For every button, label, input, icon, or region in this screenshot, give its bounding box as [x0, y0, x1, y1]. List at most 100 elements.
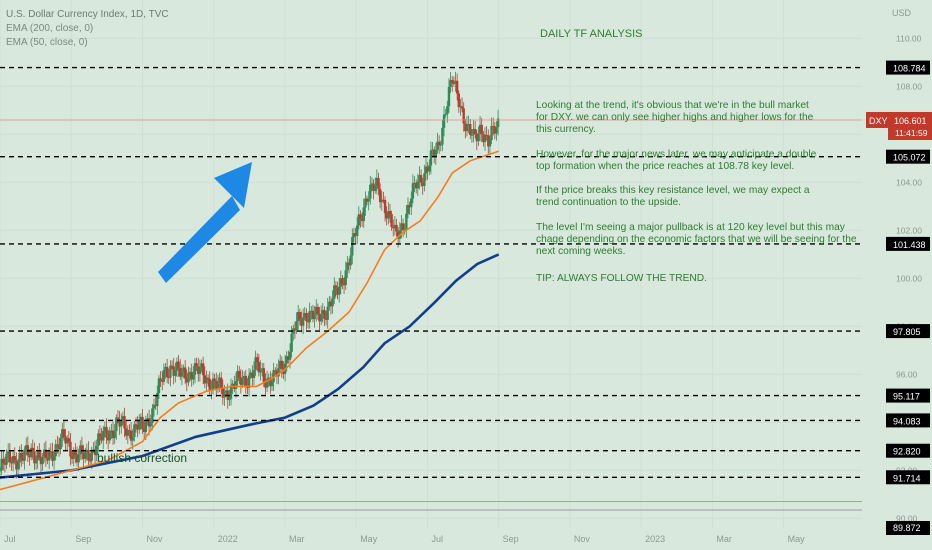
- candle-body: [216, 383, 220, 389]
- candle-body: [293, 328, 297, 331]
- candle-body: [92, 449, 95, 451]
- time-tick-label: Sep: [503, 534, 519, 544]
- candle-body: [110, 430, 113, 432]
- candle-body: [141, 416, 144, 429]
- candle-body: [44, 449, 48, 459]
- candle-body: [337, 286, 341, 295]
- candle-body: [0, 458, 3, 471]
- candle-body: [174, 370, 177, 376]
- candle-body: [154, 404, 157, 407]
- candle-body: [490, 125, 493, 141]
- candle-body: [97, 433, 100, 446]
- candle-body: [188, 371, 192, 373]
- candle-body: [80, 445, 84, 453]
- ema50-legend[interactable]: EMA (50, close, 0): [6, 37, 88, 48]
- candle-body: [62, 429, 66, 437]
- currency-label: USD: [892, 8, 912, 18]
- analysis-paragraph-line: this currency.: [536, 124, 596, 135]
- candle-body: [175, 361, 179, 371]
- candle-body: [192, 374, 195, 380]
- candles: [0, 71, 500, 480]
- candle-body: [111, 430, 115, 439]
- candle-body: [413, 182, 416, 184]
- candle-body: [306, 321, 310, 323]
- analysis-paragraph-line: If the price breaks this key resistance …: [536, 185, 810, 196]
- candle-body: [33, 451, 36, 464]
- candle-body: [301, 317, 305, 326]
- candle-body: [370, 183, 374, 185]
- candle-body: [57, 445, 61, 450]
- candle-body: [264, 381, 267, 388]
- candle-body: [329, 301, 333, 307]
- price-axis-bg: [862, 0, 932, 550]
- candle-body: [267, 377, 270, 379]
- candle-body: [431, 149, 434, 151]
- level-label: 89.872: [893, 523, 921, 533]
- candle-body: [403, 229, 406, 231]
- time-tick-label: Nov: [146, 534, 163, 544]
- candle-body: [197, 366, 200, 374]
- candle-body: [359, 214, 362, 219]
- candle-body: [70, 456, 74, 459]
- candle-body: [16, 462, 20, 470]
- candle-body: [369, 184, 372, 199]
- candle-body: [208, 378, 211, 391]
- candle-body: [28, 455, 31, 458]
- candle-body: [126, 430, 130, 436]
- candle-body: [424, 166, 428, 174]
- candle-body: [177, 361, 180, 369]
- candle-body: [406, 204, 410, 214]
- candle-body: [229, 385, 233, 399]
- candle-body: [161, 380, 164, 382]
- candle-body: [344, 270, 347, 286]
- candle-body: [115, 417, 118, 432]
- price-axis: USD90.0092.0094.0096.0098.00100.00102.00…: [862, 0, 932, 550]
- ema200-legend[interactable]: EMA (200, close, 0): [6, 23, 94, 34]
- candle-body: [187, 372, 190, 383]
- candle-body: [351, 237, 354, 256]
- candle-body: [169, 365, 172, 378]
- candle-body: [333, 285, 336, 299]
- moving-averages: [0, 150, 500, 491]
- symbol-legend[interactable]: U.S. Dollar Currency Index, 1D, TVC: [6, 9, 169, 20]
- candle-body: [473, 128, 477, 134]
- level-label-bg: [886, 521, 930, 535]
- candle-body: [165, 366, 169, 378]
- candle-body: [10, 462, 13, 464]
- candle-body: [49, 451, 52, 453]
- candle-body: [262, 368, 266, 382]
- candle-body: [251, 372, 254, 378]
- candle-body: [465, 124, 469, 132]
- candle-body: [439, 144, 442, 146]
- candle-body: [41, 456, 44, 465]
- candle-body: [459, 106, 462, 108]
- candle-body: [392, 227, 395, 229]
- candle-body: [390, 214, 393, 228]
- candle-body: [95, 445, 98, 456]
- candle-body: [147, 418, 151, 427]
- candle-body: [46, 458, 49, 461]
- candle-body: [442, 114, 446, 128]
- candle-body: [377, 177, 380, 189]
- candle-body: [313, 314, 316, 320]
- candle-body: [103, 426, 107, 431]
- candle-body: [249, 372, 252, 376]
- candle-body: [20, 452, 23, 459]
- candle-body: [411, 183, 415, 199]
- candle-body: [274, 370, 277, 372]
- candle-body: [134, 424, 138, 426]
- candle-body: [75, 455, 79, 463]
- candle-body: [472, 128, 475, 135]
- analysis-paragraph-line: TIP: ALWAYS FOLLOW THE TREND.: [536, 273, 707, 284]
- countdown-tag: 11:41:59: [895, 128, 928, 138]
- candle-body: [418, 175, 421, 182]
- price-tick-label: 100.00: [896, 273, 922, 283]
- candle-body: [256, 357, 259, 363]
- candle-body: [6, 451, 10, 454]
- candle-body: [113, 431, 116, 439]
- key-levels: [0, 66, 888, 511]
- candle-body: [31, 447, 34, 452]
- current-price-tag: 106.601: [894, 116, 927, 126]
